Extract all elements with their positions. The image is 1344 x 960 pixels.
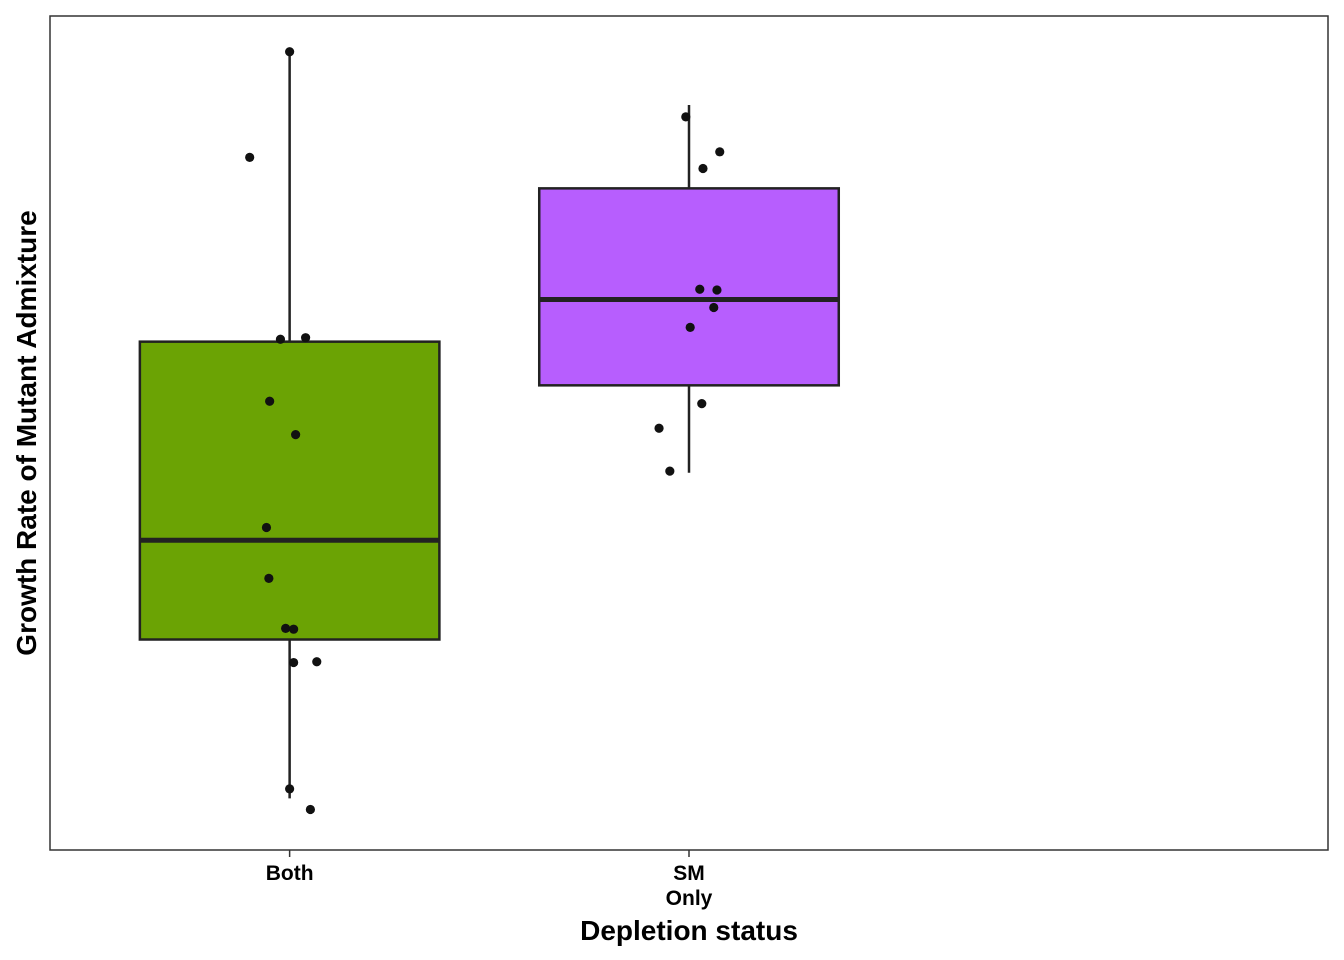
data-point — [697, 399, 707, 409]
x-tick-label: Both — [266, 862, 314, 885]
data-point — [695, 284, 705, 294]
data-point — [275, 334, 286, 344]
chart-marks — [138, 47, 841, 815]
box-sm-only — [537, 187, 841, 387]
data-point — [245, 152, 255, 162]
x-tick-label-line: Both — [266, 862, 314, 885]
data-point — [685, 322, 695, 332]
y-axis-title: Growth Rate of Mutant Admixture — [11, 210, 42, 655]
data-point — [289, 657, 299, 668]
x-tick-label: SM Only — [666, 862, 713, 910]
data-point — [709, 302, 719, 313]
box-both — [138, 340, 441, 641]
x-tick-label-line: Only — [666, 887, 713, 910]
data-point — [281, 623, 291, 633]
data-point — [289, 624, 299, 634]
data-point — [264, 573, 274, 583]
x-tick-label-line: SM — [673, 862, 705, 885]
data-point — [305, 804, 315, 815]
box-group-both — [138, 51, 441, 799]
data-point — [265, 396, 275, 406]
data-point — [712, 285, 722, 295]
data-point — [312, 657, 322, 667]
x-axis-title: Depletion status — [580, 915, 798, 946]
data-point — [301, 333, 311, 343]
data-point — [665, 466, 675, 476]
data-point — [285, 47, 295, 57]
box-group-sm-only — [537, 104, 841, 473]
data-point — [715, 147, 725, 157]
data-point — [698, 163, 708, 174]
data-point — [285, 784, 295, 794]
data-point — [291, 429, 301, 440]
data-point — [261, 522, 272, 533]
data-point — [654, 423, 664, 433]
data-point — [681, 112, 691, 122]
x-axis: Both SM Only — [266, 850, 713, 910]
